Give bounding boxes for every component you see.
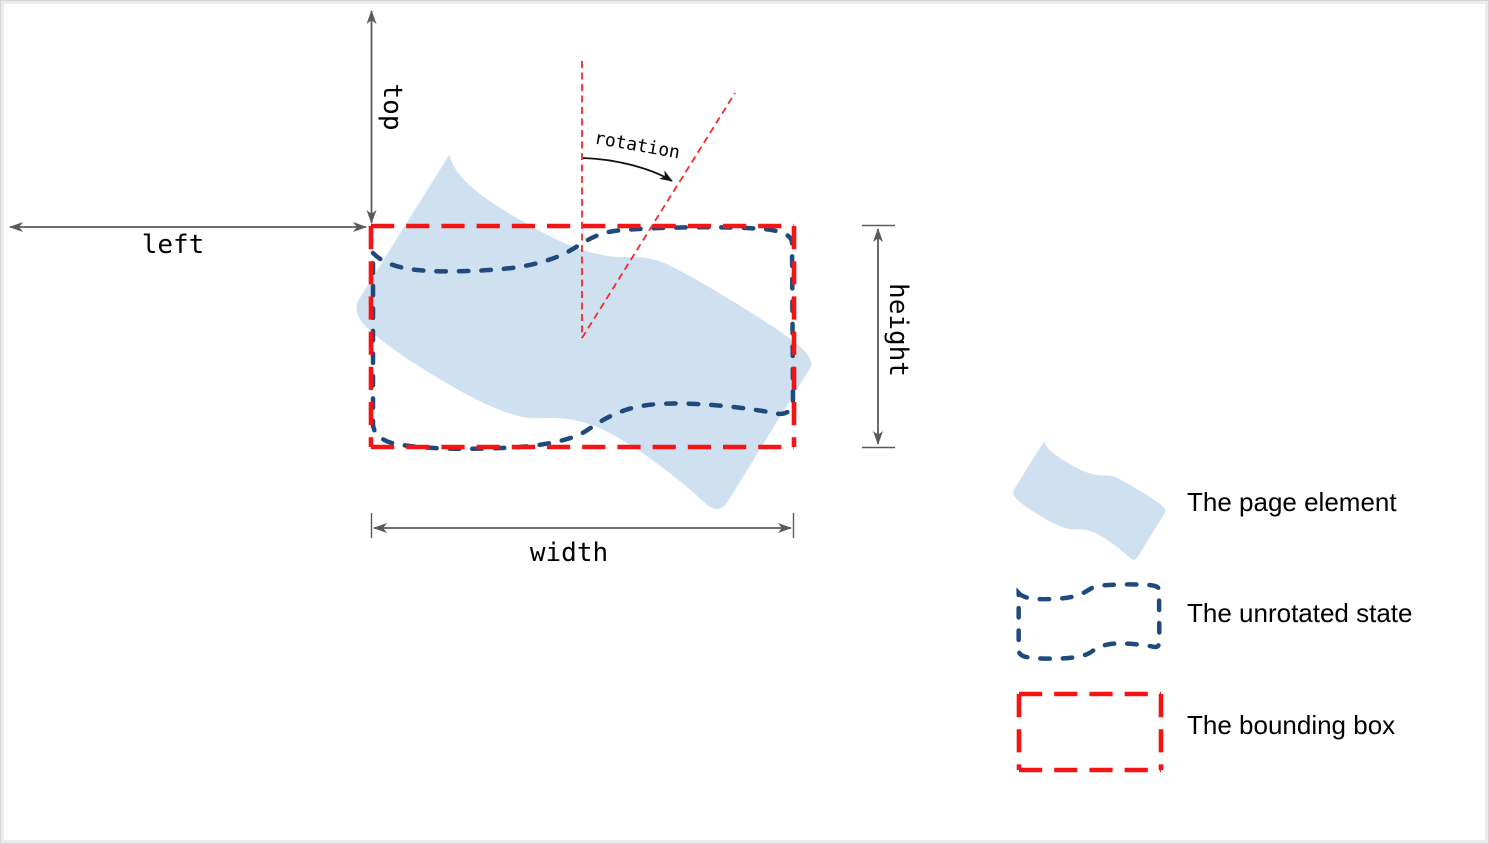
- rotation-arrow: [582, 157, 673, 182]
- height-arrow: [862, 224, 895, 449]
- width-arrow: [370, 513, 795, 538]
- rotation-angle-line: [581, 92, 736, 339]
- legend-page-element-swatch: [1009, 433, 1169, 572]
- legend-unrotated-state-swatch: [1019, 584, 1160, 658]
- legend-page-element-label: The page element: [1187, 487, 1397, 517]
- left-label: left: [141, 230, 205, 260]
- legend-unrotated-state-label: The unrotated state: [1187, 598, 1413, 628]
- legend-bounding-box-label: The bounding box: [1187, 710, 1396, 740]
- top-label: top: [377, 83, 407, 131]
- width-label: width: [529, 538, 609, 568]
- legend-bounding-box-swatch: [1016, 691, 1164, 773]
- height-label: height: [883, 283, 913, 377]
